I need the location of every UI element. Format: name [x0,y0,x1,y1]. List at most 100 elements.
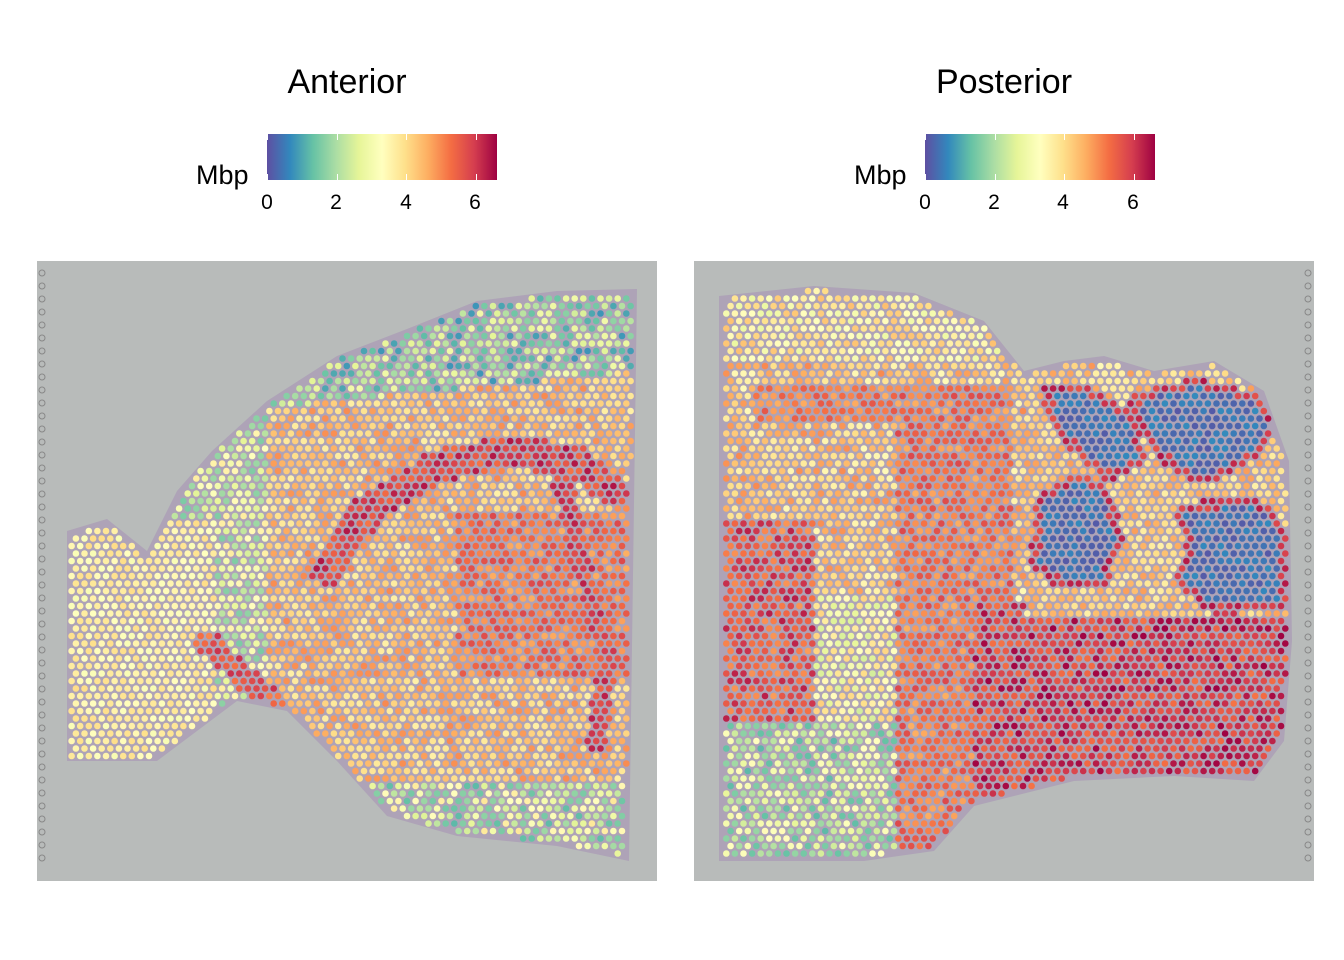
spot [279,400,286,407]
spot [903,310,911,317]
spot [313,580,321,587]
spot [291,512,299,520]
fiducial-dot [38,815,46,823]
spot [244,475,252,482]
spot [610,542,617,550]
spot [283,482,290,490]
spot [506,422,514,430]
spot [511,775,518,782]
spot [322,385,329,392]
spot [442,355,450,362]
spot [326,692,333,700]
spot [257,527,265,535]
spot [618,677,626,685]
spot [580,295,587,302]
spot [584,602,591,610]
spot [459,715,467,722]
spot [408,610,415,617]
spot [605,745,613,752]
spot [451,370,458,377]
spot [1264,475,1272,482]
spot [567,407,574,415]
spot [304,415,312,422]
spot [614,490,621,497]
spot [1277,482,1285,490]
spot [137,722,144,730]
spot [1131,497,1139,505]
spot [356,415,364,422]
spot [322,400,329,407]
spot [459,790,467,797]
spot [592,452,600,460]
spot [162,737,170,745]
spot [537,310,544,317]
spot [1019,452,1027,460]
spot [554,445,561,452]
spot [537,535,544,542]
spot [373,355,381,362]
spot [442,670,450,677]
spot [1075,460,1083,467]
spot [438,467,445,475]
spot [369,467,376,475]
spot [575,602,583,610]
spot [145,632,153,640]
spot [623,550,630,557]
spot [132,640,140,647]
spot [580,370,587,377]
spot [925,347,932,355]
spot [455,692,462,700]
spot [1247,385,1255,392]
spot [171,572,179,580]
spot [605,310,613,317]
spot [1247,400,1255,407]
spot [882,497,889,505]
spot [839,422,846,430]
spot [1006,490,1014,497]
spot [588,700,596,707]
spot [856,347,863,355]
spot [261,655,269,662]
spot [317,617,325,625]
spot [248,647,256,655]
spot [605,625,613,632]
spot [605,490,613,497]
spot [266,692,273,700]
spot [575,707,583,715]
spot [343,677,351,685]
spot [723,460,730,467]
spot [955,400,962,407]
spot [446,542,454,550]
spot [429,797,437,805]
spot [494,475,501,482]
spot [102,677,110,685]
spot [804,332,812,340]
spot [545,775,553,782]
spot [145,692,153,700]
spot [425,745,432,752]
spot [89,580,97,587]
spot [610,392,617,400]
spot [154,662,161,670]
spot [442,490,450,497]
spot [494,700,501,707]
spot [1127,370,1134,377]
spot [588,475,596,482]
spot [610,497,617,505]
spot [377,542,385,550]
spot [403,482,411,490]
spot [141,685,148,692]
spot [253,670,260,677]
spot [1221,490,1229,497]
spot [433,370,441,377]
spot [545,685,553,692]
spot [796,362,803,370]
spot [231,467,239,475]
spot [1153,385,1160,392]
spot [1213,490,1220,497]
spot [455,782,462,790]
spot [489,347,497,355]
spot [244,640,252,647]
spot [451,655,458,662]
spot [506,827,514,835]
